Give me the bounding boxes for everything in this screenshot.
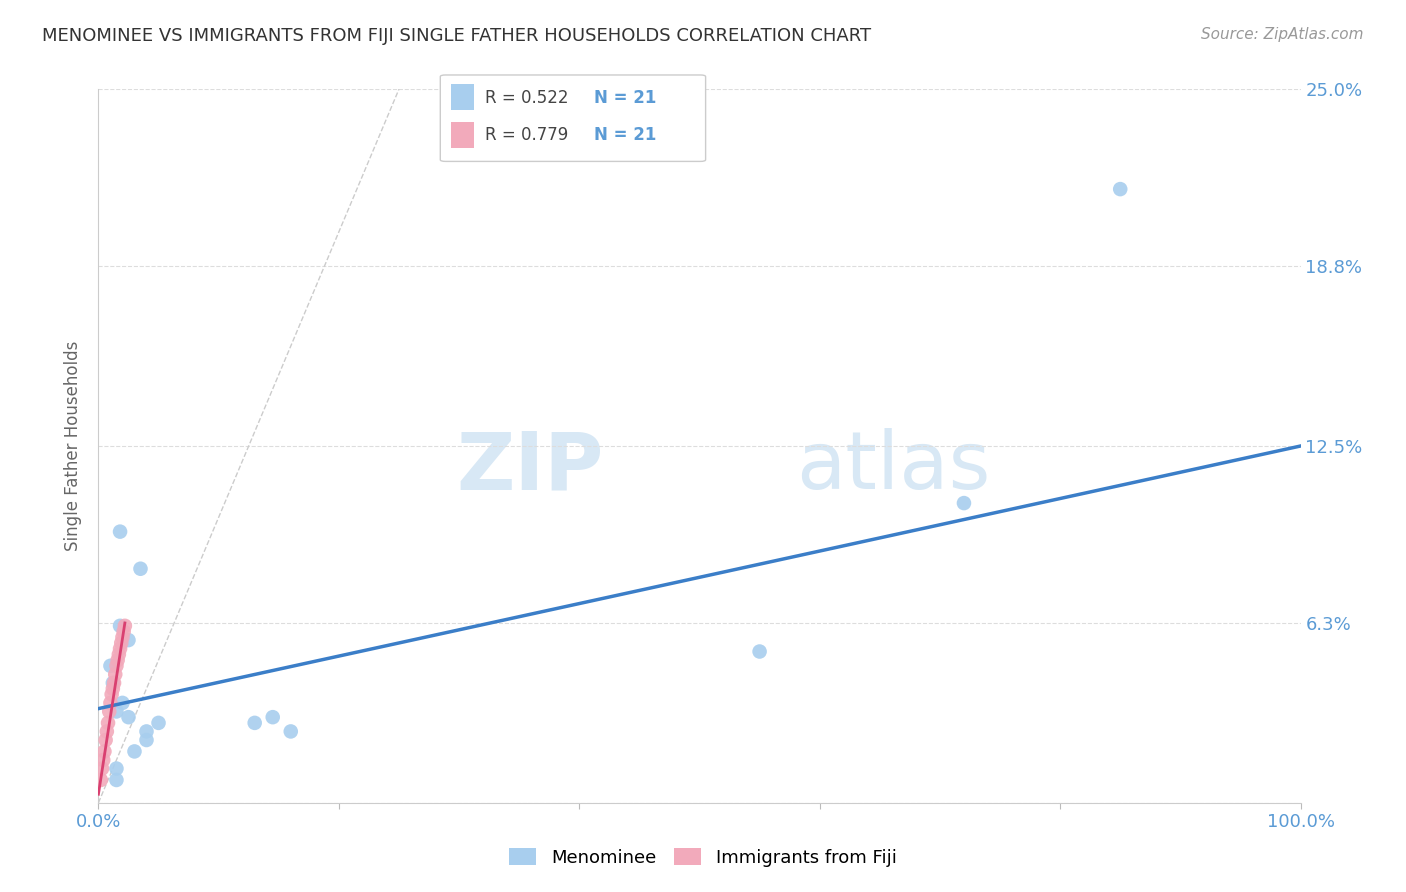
Point xyxy=(94,733,117,747)
Point xyxy=(953,496,976,510)
Point xyxy=(105,772,128,787)
Text: Source: ZipAtlas.com: Source: ZipAtlas.com xyxy=(1201,27,1364,42)
Point xyxy=(114,619,136,633)
Point xyxy=(104,667,127,681)
Point xyxy=(135,733,157,747)
Point xyxy=(107,653,129,667)
Point xyxy=(108,524,131,539)
Point xyxy=(93,744,115,758)
Point xyxy=(105,705,128,719)
Point xyxy=(108,641,131,656)
Point xyxy=(135,724,157,739)
Point xyxy=(111,696,134,710)
Text: R = 0.522: R = 0.522 xyxy=(485,89,568,107)
Point xyxy=(124,744,146,758)
Point xyxy=(117,710,139,724)
Point xyxy=(117,633,139,648)
Point xyxy=(101,681,124,696)
Point xyxy=(91,762,114,776)
Legend: Menominee, Immigrants from Fiji: Menominee, Immigrants from Fiji xyxy=(502,841,904,874)
Point xyxy=(96,724,118,739)
Text: ZIP: ZIP xyxy=(456,428,603,507)
FancyBboxPatch shape xyxy=(440,75,706,161)
Point xyxy=(97,715,120,730)
Text: R = 0.779: R = 0.779 xyxy=(485,126,568,145)
Point xyxy=(280,724,302,739)
Point xyxy=(91,753,114,767)
Point xyxy=(148,715,170,730)
Point xyxy=(103,676,125,690)
Bar xyxy=(451,85,474,110)
Point xyxy=(243,715,266,730)
Point xyxy=(101,676,124,690)
Point xyxy=(112,624,135,639)
Point xyxy=(100,696,122,710)
Point xyxy=(100,687,122,701)
Text: N = 21: N = 21 xyxy=(593,89,657,107)
Point xyxy=(105,762,128,776)
Point xyxy=(98,705,121,719)
Point xyxy=(262,710,284,724)
Text: atlas: atlas xyxy=(796,428,990,507)
Text: N = 21: N = 21 xyxy=(593,126,657,145)
Point xyxy=(105,658,128,673)
Y-axis label: Single Father Households: Single Father Households xyxy=(65,341,83,551)
Point xyxy=(110,636,132,650)
Point xyxy=(748,644,770,658)
Point xyxy=(129,562,152,576)
Point xyxy=(100,658,122,673)
Text: MENOMINEE VS IMMIGRANTS FROM FIJI SINGLE FATHER HOUSEHOLDS CORRELATION CHART: MENOMINEE VS IMMIGRANTS FROM FIJI SINGLE… xyxy=(42,27,872,45)
Point xyxy=(90,772,112,787)
Point xyxy=(108,648,131,662)
Point xyxy=(108,619,131,633)
Point xyxy=(111,630,134,644)
Bar xyxy=(451,122,474,148)
Point xyxy=(1109,182,1132,196)
